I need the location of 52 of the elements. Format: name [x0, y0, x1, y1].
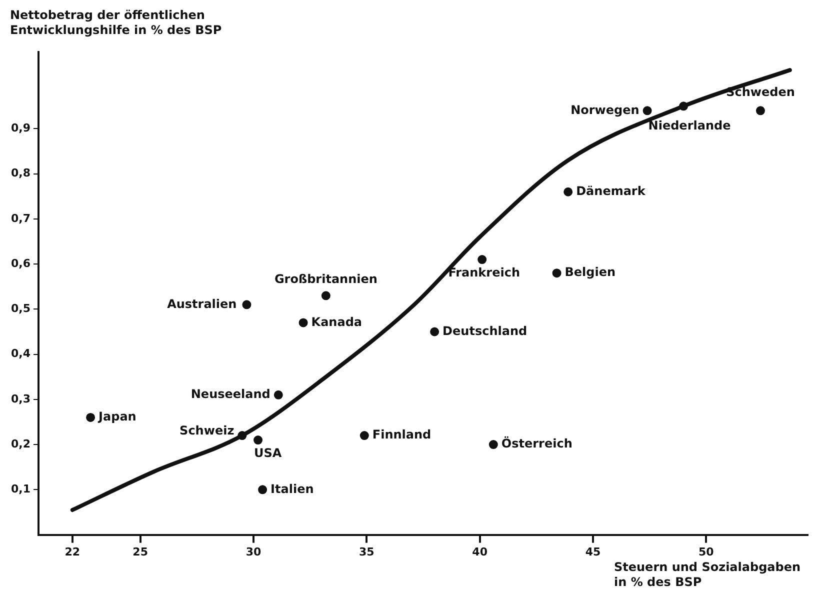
point	[360, 431, 369, 440]
x-tick-label: 25	[132, 545, 148, 558]
point	[254, 436, 263, 445]
annotation: Belgien	[564, 265, 616, 280]
point	[298, 318, 308, 328]
y-axis-title: Nettobetrag der öffentlichen Entwicklungshilfe in % des BSP	[10, 8, 223, 38]
x-tick-label: 40	[472, 545, 488, 558]
point	[274, 390, 283, 400]
point	[478, 255, 487, 264]
point	[430, 327, 440, 336]
annotation: Kanada	[311, 314, 362, 329]
annotation: Frankreich	[448, 266, 520, 280]
point	[488, 440, 498, 450]
annotation: Deutschland	[442, 324, 528, 338]
line-series	[70, 68, 792, 512]
y-tick-label: 0,4	[10, 347, 31, 360]
y-tick-label: 0,5	[10, 302, 30, 316]
annotation: Australien	[167, 296, 237, 311]
y-tick-label: 0,3	[10, 392, 30, 406]
point	[86, 412, 96, 422]
annotation: Großbritannien	[274, 272, 378, 286]
x-axis-title: Steuern und Sozialabgaben in % des BSP	[614, 560, 802, 590]
y-tick-label: 0,1	[10, 482, 30, 496]
point	[242, 300, 252, 310]
x-tick-label: 45	[585, 545, 601, 558]
x-tick-label: 50	[698, 545, 714, 558]
annotation: Italien	[270, 482, 314, 496]
point	[756, 106, 765, 116]
x-tick-label: 30	[246, 545, 262, 558]
annotation: Neuseeland	[190, 387, 270, 402]
annotation: Dänemark	[576, 184, 646, 198]
y-tick-label: 0,2	[10, 437, 30, 450]
annotation: Niederlande	[648, 118, 731, 132]
annotation: Österreich	[501, 436, 572, 451]
y-tick-label: 0,9	[10, 122, 30, 135]
point	[552, 268, 562, 278]
annotation: Finnland	[372, 428, 432, 442]
annotation: USA	[254, 446, 282, 460]
point	[238, 431, 247, 440]
point	[258, 485, 268, 494]
annotation: Japan	[98, 410, 136, 424]
point	[321, 291, 330, 300]
y-tick-label: 0,8	[10, 166, 30, 180]
x-tick-label: 35	[359, 545, 374, 558]
x-tick-label: 22	[64, 545, 80, 558]
point	[642, 106, 652, 116]
annotation: Norwegen	[570, 102, 640, 117]
point	[564, 187, 573, 196]
annotation: Schweiz	[180, 424, 234, 438]
point	[679, 102, 688, 111]
y-tick-label: 0,6	[10, 256, 31, 270]
y-tick-label: 0,7	[10, 212, 30, 225]
